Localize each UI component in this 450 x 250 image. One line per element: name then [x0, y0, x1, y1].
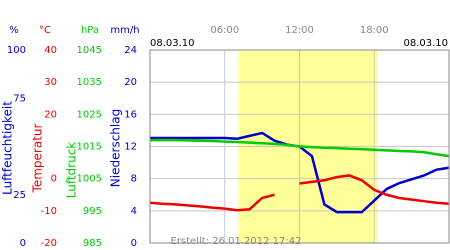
y-tick-label: 100: [7, 45, 26, 56]
date-right: 08.03.10: [403, 38, 448, 49]
y-tick-label: 75: [13, 93, 26, 104]
y-tick-label: -20: [41, 238, 57, 249]
y-tick-label: 4: [131, 206, 137, 217]
y-tick-label: 24: [124, 45, 137, 56]
plot-border: [149, 49, 450, 244]
y-tick-label: 30: [44, 77, 57, 88]
y-tick-label: 0: [51, 174, 57, 185]
axis-name: Niederschlag: [109, 109, 123, 187]
y-tick-label: 0: [20, 238, 26, 249]
x-tick-label: 18:00: [360, 25, 389, 36]
series-line: [299, 174, 450, 206]
date-left: 08.03.10: [150, 38, 195, 49]
y-tick-label: 1025: [77, 109, 102, 120]
y-tick-label: 1045: [77, 45, 102, 56]
y-tick-label: 16: [124, 109, 137, 120]
y-tick-label: -10: [41, 206, 57, 217]
y-tick-label: 1015: [77, 142, 102, 153]
x-tick-label: 06:00: [210, 25, 239, 36]
axis-name: Luftdruck: [65, 142, 79, 199]
y-tick-label: 1035: [77, 77, 102, 88]
axis-unit: hPa: [81, 25, 99, 36]
y-tick-label: 985: [83, 238, 102, 249]
y-tick-label: 8: [131, 174, 137, 185]
axis-unit: mm/h: [110, 25, 139, 36]
y-tick-label: 1005: [77, 174, 102, 185]
y-tick-label: 0: [131, 238, 137, 249]
y-tick-label: 20: [44, 109, 57, 120]
y-tick-label: 25: [13, 190, 26, 201]
y-tick-label: 12: [124, 142, 137, 153]
y-tick-label: 40: [44, 45, 57, 56]
series-line: [149, 193, 275, 212]
series-line: [150, 138, 450, 158]
axis-name: Luftfeuchtigkeit: [1, 101, 15, 195]
footer: Erstellt: 26.01.2012 17:42: [171, 236, 302, 247]
x-tick-label: 12:00: [285, 25, 314, 36]
y-tick-label: 20: [124, 77, 137, 88]
axis-unit: %: [9, 25, 19, 36]
axis-unit: °C: [39, 25, 51, 36]
axis-name: Temperatur: [31, 123, 45, 193]
y-tick-label: 995: [83, 206, 102, 217]
